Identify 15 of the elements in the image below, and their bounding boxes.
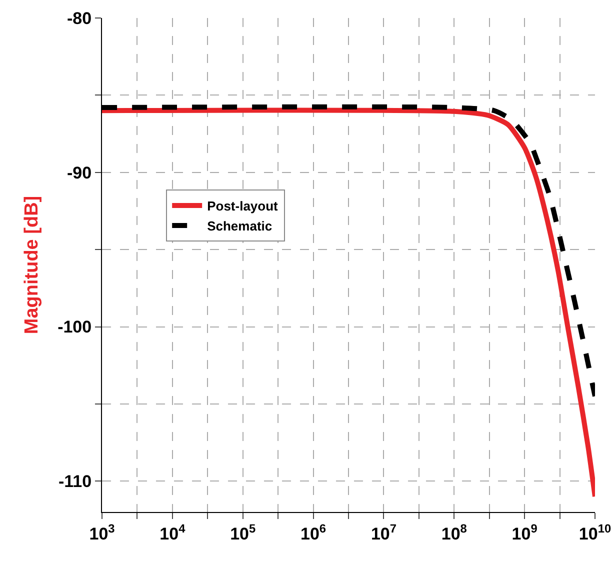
x-tick-label: 10$^{4}$ <box>160 521 186 544</box>
x-tick-label: 10$^{5}$ <box>230 521 256 544</box>
y-tick-label: -100 <box>58 318 92 337</box>
legend-label: Post-layout <box>207 198 279 214</box>
x-tick-label: 10$^{7}$ <box>370 521 397 544</box>
y-tick-label: -80 <box>67 8 92 28</box>
x-tick-label: 10$^{10}$ <box>578 521 612 544</box>
x-tick-label: 10$^{3}$ <box>89 521 116 544</box>
y-tick-label: -110 <box>58 472 92 492</box>
legend-label: Schematic <box>207 218 272 234</box>
y-axis-title: Magnitude [dB] <box>21 196 42 334</box>
x-tick-label: 10$^{6}$ <box>300 521 326 544</box>
x-tick-label: 10$^{9}$ <box>512 521 538 544</box>
y-tick-label: -90 <box>67 163 92 182</box>
x-tick-label: 10$^{8}$ <box>441 521 468 544</box>
